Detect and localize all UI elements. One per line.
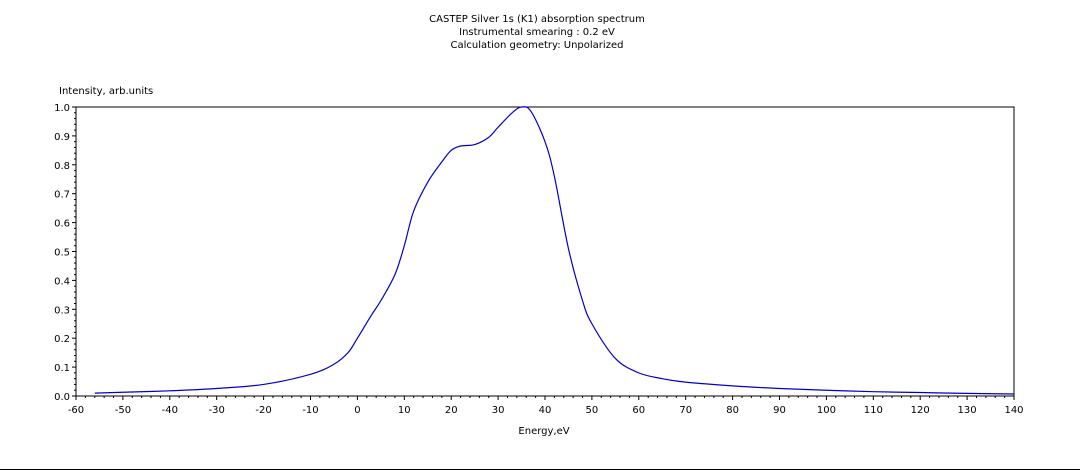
x-tick-label: -20: [255, 405, 271, 416]
x-tick-label: 120: [911, 405, 930, 416]
x-tick-label: 70: [679, 405, 692, 416]
x-tick-label: 100: [817, 405, 836, 416]
y-tick-label: 0.8: [54, 161, 70, 172]
bottom-divider: [0, 469, 1080, 470]
chart-title-line-1: CASTEP Silver 1s (K1) absorption spectru…: [429, 14, 645, 25]
chart-title-line-3: Calculation geometry: Unpolarized: [451, 40, 624, 51]
spectrum-line: [94, 106, 1015, 395]
x-tick-label: 20: [445, 405, 458, 416]
x-tick-label: -50: [115, 405, 131, 416]
axis-ticks: [72, 106, 1015, 400]
chart-title-line-2: Instrumental smearing : 0.2 eV: [459, 27, 615, 38]
x-tick-label: -30: [209, 405, 225, 416]
y-tick-label: 0.5: [54, 248, 70, 259]
x-tick-label: -10: [302, 405, 318, 416]
x-tick-label: 30: [492, 405, 505, 416]
x-tick-label: 0: [354, 405, 360, 416]
y-tick-label: 0.1: [54, 363, 70, 374]
x-tick-label: 60: [632, 405, 645, 416]
x-tick-label: 10: [398, 405, 411, 416]
x-tick-label: 80: [726, 405, 739, 416]
x-tick-label: 140: [1004, 405, 1023, 416]
y-tick-label: 0.4: [54, 276, 70, 287]
x-tick-label: 110: [864, 405, 883, 416]
y-tick-label: 0.3: [54, 305, 70, 316]
axis-tick-labels: -60 -50 -40 -30 -20 -10 0 10 20 30 40 50 60 70 80 90 100…: [54, 103, 1023, 416]
y-tick-label: 1.0: [54, 103, 70, 114]
x-tick-label: -40: [162, 405, 178, 416]
x-axis-label: Energy,eV: [518, 426, 569, 437]
x-tick-label: 90: [773, 405, 786, 416]
y-tick-label: 0.0: [54, 392, 70, 403]
y-tick-label: 0.7: [54, 190, 70, 201]
x-tick-label: 40: [539, 405, 552, 416]
y-tick-label: 0.9: [54, 132, 70, 143]
x-tick-label: 50: [586, 405, 599, 416]
x-tick-label: 130: [958, 405, 977, 416]
y-axis-label: Intensity, arb.units: [59, 86, 153, 97]
y-tick-label: 0.2: [54, 334, 70, 345]
x-tick-label: -60: [68, 405, 84, 416]
y-tick-label: 0.6: [54, 219, 70, 230]
plot-area-frame: [75, 106, 1015, 397]
